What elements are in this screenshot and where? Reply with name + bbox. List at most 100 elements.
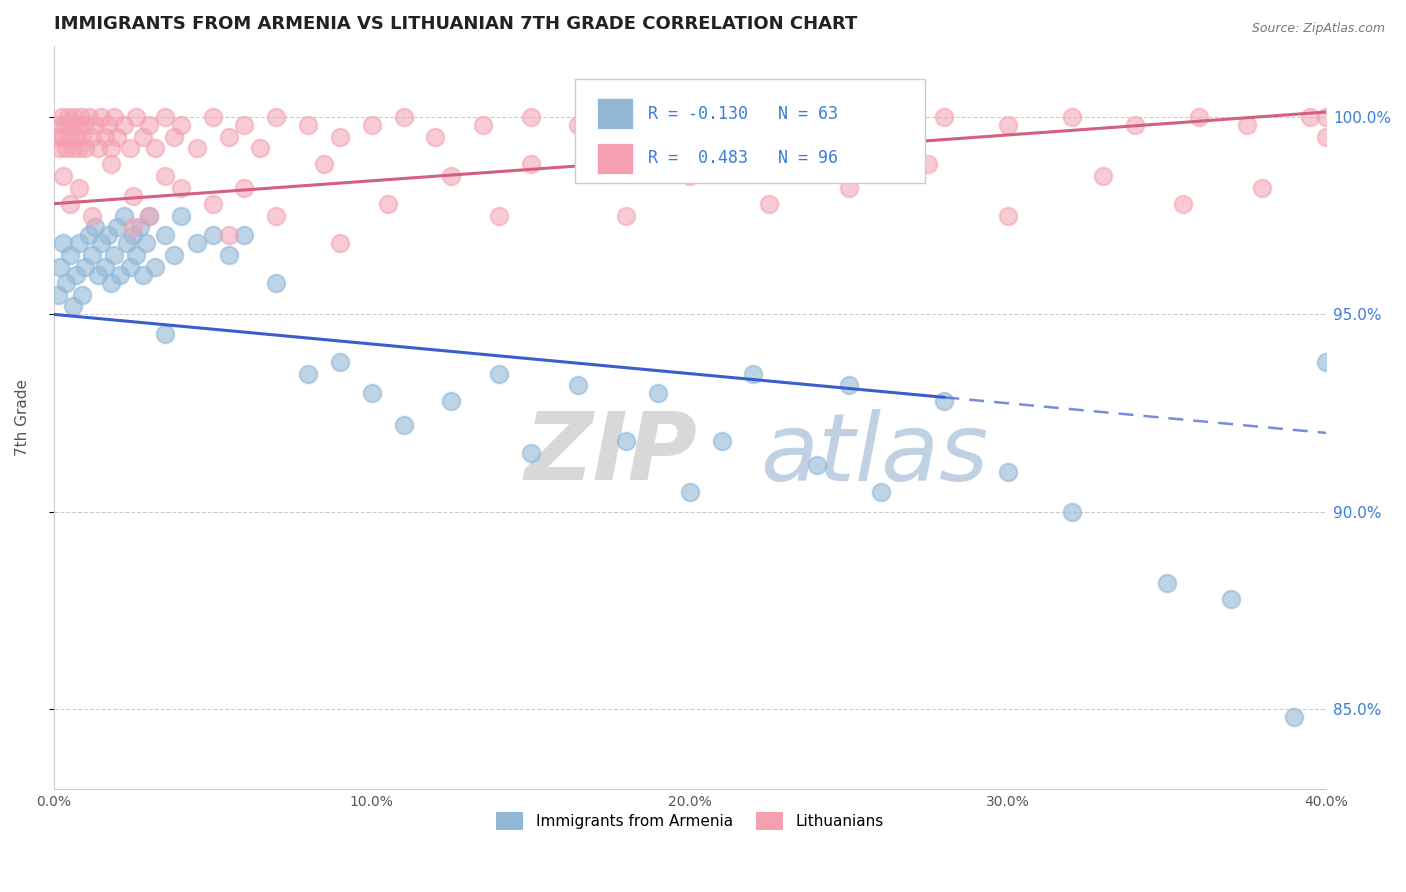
Point [75, 141, 97, 155]
Point [122, 228, 145, 243]
Point [128, 220, 150, 235]
Point [520, 157, 543, 171]
Point [63, 110, 86, 124]
Point [567, 118, 589, 132]
Point [87, 268, 110, 282]
Point [806, 458, 828, 472]
Point [440, 169, 463, 183]
Point [360, 386, 382, 401]
Point [520, 110, 543, 124]
Point [647, 110, 669, 124]
Point [266, 110, 288, 124]
Point [838, 181, 860, 195]
Point [62, 300, 84, 314]
Point [488, 367, 510, 381]
Point [103, 110, 125, 124]
Point [567, 378, 589, 392]
Point [100, 276, 122, 290]
Point [48, 118, 70, 132]
Point [233, 118, 256, 132]
Point [52, 129, 75, 144]
Point [266, 209, 288, 223]
Point [647, 386, 669, 401]
Point [55, 141, 77, 155]
Point [1188, 110, 1211, 124]
Point [201, 196, 224, 211]
FancyBboxPatch shape [598, 98, 633, 129]
Point [266, 276, 288, 290]
Point [233, 181, 256, 195]
Point [87, 141, 110, 155]
Point [297, 118, 319, 132]
Point [614, 209, 637, 223]
Point [153, 228, 176, 243]
Point [710, 434, 733, 448]
Point [806, 110, 828, 124]
Point [80, 129, 103, 144]
Point [67, 236, 90, 251]
Point [138, 118, 160, 132]
Point [163, 129, 186, 144]
Point [1123, 118, 1146, 132]
Point [1171, 196, 1194, 211]
Point [145, 260, 167, 274]
Point [122, 220, 145, 235]
Point [131, 129, 153, 144]
Point [170, 118, 193, 132]
Point [53, 118, 76, 132]
Point [170, 181, 193, 195]
Point [49, 260, 72, 274]
Point [93, 260, 115, 274]
Point [742, 129, 765, 144]
Point [1060, 505, 1083, 519]
Point [110, 268, 132, 282]
Text: ZIP: ZIP [524, 409, 697, 500]
Text: R = -0.130   N = 63: R = -0.130 N = 63 [648, 104, 838, 123]
Point [392, 417, 415, 432]
Point [52, 236, 75, 251]
Point [62, 141, 84, 155]
Point [249, 141, 271, 155]
Point [170, 209, 193, 223]
Point [60, 118, 83, 132]
Point [997, 118, 1019, 132]
Point [112, 118, 135, 132]
Point [100, 157, 122, 171]
Point [115, 236, 138, 251]
Point [77, 110, 100, 124]
Point [138, 209, 160, 223]
Text: IMMIGRANTS FROM ARMENIA VS LITHUANIAN 7TH GRADE CORRELATION CHART: IMMIGRANTS FROM ARMENIA VS LITHUANIAN 7T… [53, 15, 858, 33]
Point [997, 466, 1019, 480]
Point [440, 394, 463, 409]
Point [614, 129, 637, 144]
Point [1251, 181, 1274, 195]
Point [934, 394, 956, 409]
Point [48, 287, 70, 301]
Point [997, 209, 1019, 223]
Point [90, 110, 112, 124]
Point [65, 268, 87, 282]
Point [118, 260, 141, 274]
Point [163, 248, 186, 262]
Point [1315, 129, 1337, 144]
Point [425, 129, 447, 144]
Legend: Immigrants from Armenia, Lithuanians: Immigrants from Armenia, Lithuanians [489, 805, 890, 837]
Point [45, 129, 67, 144]
Point [58, 248, 80, 262]
Point [614, 434, 637, 448]
Point [186, 141, 208, 155]
Point [869, 118, 891, 132]
Point [329, 129, 352, 144]
Y-axis label: 7th Grade: 7th Grade [15, 378, 30, 456]
Point [77, 228, 100, 243]
Point [201, 110, 224, 124]
Point [105, 220, 128, 235]
Point [122, 189, 145, 203]
Point [934, 110, 956, 124]
Point [1299, 110, 1322, 124]
Point [360, 118, 382, 132]
Point [90, 236, 112, 251]
Point [153, 169, 176, 183]
Point [80, 248, 103, 262]
Text: Source: ZipAtlas.com: Source: ZipAtlas.com [1251, 22, 1385, 36]
